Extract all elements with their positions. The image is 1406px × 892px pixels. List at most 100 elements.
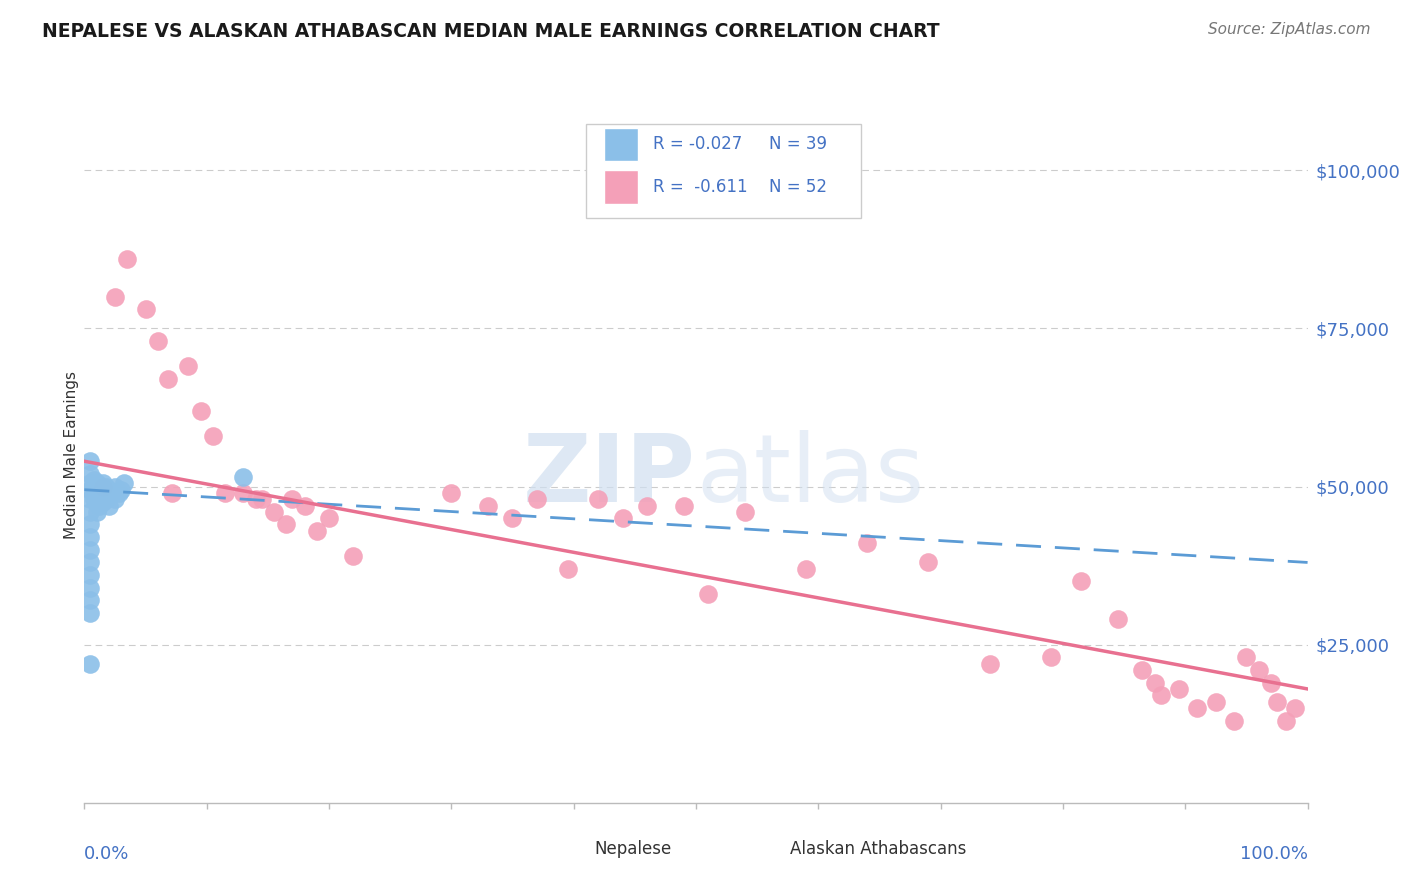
Point — [110, 483, 132, 497]
Point — [1205, 695, 1227, 709]
Point — [107, 486, 129, 500]
Point — [342, 549, 364, 563]
Bar — [605, 170, 638, 203]
Point — [115, 252, 138, 266]
Point — [477, 499, 499, 513]
Point — [79, 606, 101, 620]
Text: 100.0%: 100.0% — [1240, 845, 1308, 863]
Point — [526, 492, 548, 507]
Point — [86, 489, 108, 503]
Point — [318, 511, 340, 525]
Point — [97, 499, 120, 513]
Point — [440, 486, 463, 500]
Text: atlas: atlas — [696, 430, 924, 522]
Point — [79, 505, 101, 519]
Point — [263, 505, 285, 519]
Point — [636, 499, 658, 513]
Text: R =  -0.611: R = -0.611 — [654, 178, 748, 196]
Point — [79, 568, 101, 582]
Point — [79, 492, 101, 507]
Point — [91, 479, 114, 493]
Point — [586, 492, 609, 507]
Point — [1107, 612, 1129, 626]
Point — [83, 479, 105, 493]
Point — [190, 403, 212, 417]
Point — [79, 593, 101, 607]
Y-axis label: Median Male Earnings: Median Male Earnings — [63, 371, 79, 539]
Text: 0.0%: 0.0% — [84, 845, 129, 863]
Point — [86, 476, 108, 491]
Point — [1187, 701, 1209, 715]
Point — [1150, 688, 1173, 702]
Text: Alaskan Athabascans: Alaskan Athabascans — [790, 839, 966, 858]
Point — [557, 562, 579, 576]
Point — [232, 486, 254, 500]
Point — [305, 524, 328, 538]
Text: N = 52: N = 52 — [769, 178, 827, 196]
Point — [87, 499, 110, 513]
Point — [104, 290, 127, 304]
Point — [79, 581, 101, 595]
Point — [135, 302, 157, 317]
Point — [1247, 663, 1270, 677]
Point — [1143, 675, 1166, 690]
Text: N = 39: N = 39 — [769, 136, 827, 153]
Point — [83, 492, 105, 507]
Bar — [605, 128, 638, 161]
Point — [1168, 681, 1191, 696]
Point — [79, 467, 101, 481]
Point — [1260, 675, 1282, 690]
Point — [201, 429, 224, 443]
Point — [96, 479, 118, 493]
Point — [83, 473, 105, 487]
Point — [697, 587, 720, 601]
Point — [79, 542, 101, 557]
Point — [502, 511, 524, 525]
Point — [1274, 714, 1296, 728]
Point — [917, 556, 939, 570]
Point — [1223, 714, 1246, 728]
FancyBboxPatch shape — [586, 124, 860, 219]
Point — [86, 505, 108, 519]
Point — [79, 530, 101, 544]
Point — [245, 492, 267, 507]
Point — [1284, 701, 1306, 715]
Point — [612, 511, 634, 525]
Point — [104, 479, 127, 493]
Bar — [751, 841, 778, 862]
Point — [79, 476, 101, 491]
Bar — [555, 841, 582, 862]
Point — [97, 483, 120, 497]
Point — [1265, 695, 1288, 709]
Point — [91, 476, 114, 491]
Point — [794, 562, 817, 576]
Point — [96, 492, 118, 507]
Point — [281, 492, 304, 507]
Point — [734, 505, 756, 519]
Point — [232, 470, 254, 484]
Point — [1039, 650, 1062, 665]
Point — [112, 476, 135, 491]
Text: ZIP: ZIP — [523, 430, 696, 522]
Point — [79, 657, 101, 671]
Text: NEPALESE VS ALASKAN ATHABASCAN MEDIAN MALE EARNINGS CORRELATION CHART: NEPALESE VS ALASKAN ATHABASCAN MEDIAN MA… — [42, 22, 939, 41]
Point — [214, 486, 236, 500]
Point — [86, 483, 108, 497]
Point — [91, 495, 114, 509]
Point — [79, 483, 101, 497]
Point — [1132, 663, 1154, 677]
Point — [79, 517, 101, 532]
Point — [162, 486, 184, 500]
Point — [79, 454, 101, 468]
Point — [91, 486, 114, 500]
Point — [979, 657, 1001, 671]
Point — [250, 492, 273, 507]
Point — [1236, 650, 1258, 665]
Point — [100, 486, 122, 500]
Point — [156, 372, 179, 386]
Point — [87, 479, 110, 493]
Point — [104, 492, 127, 507]
Point — [79, 556, 101, 570]
Text: R = -0.027: R = -0.027 — [654, 136, 742, 153]
Point — [146, 334, 169, 348]
